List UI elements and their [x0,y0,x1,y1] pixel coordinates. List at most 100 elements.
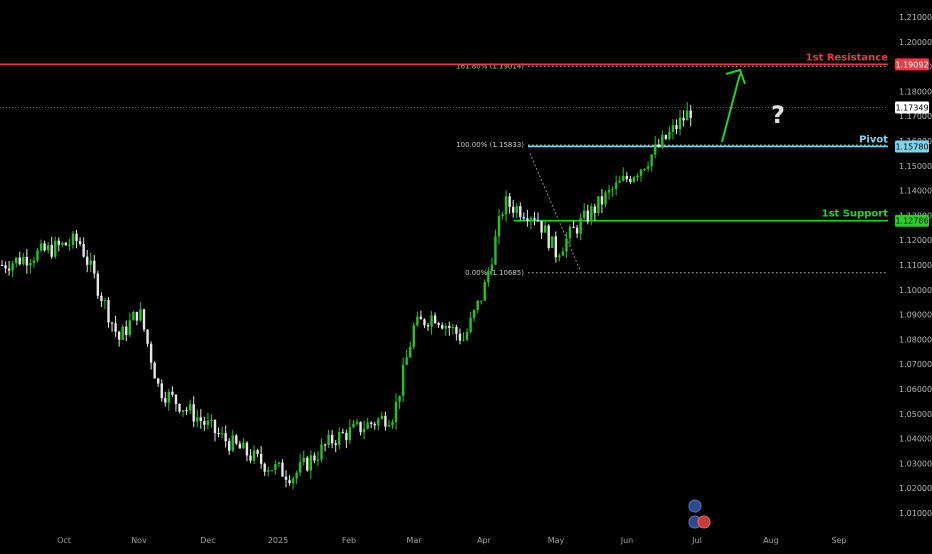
candle-body [352,423,355,428]
candle-body [490,264,494,271]
candle-body [419,316,423,320]
candle-body [32,260,36,263]
candle-body [646,166,650,169]
candle-body [231,435,234,451]
candle-body [281,462,284,477]
event-marker-icon[interactable] [697,515,711,529]
candle-body [217,433,220,435]
candle-body [249,455,252,461]
candle-body [46,245,50,251]
candle-body [398,395,401,402]
candle-body [188,404,192,411]
price-tick-label: 1.20000 [899,38,932,47]
candle-body [334,443,337,445]
candle-body [167,391,171,403]
time-tick-label: Mar [406,536,422,545]
candle-body [636,175,639,178]
candle-body [494,236,497,265]
candle-body [426,325,430,327]
candle-body [501,214,504,217]
candle-body [345,432,348,441]
candle-body [100,295,103,302]
price-tick-label: 1.21000 [899,13,932,22]
candle-body [622,175,625,181]
candle-body [142,309,146,330]
current-price-tag: 1.17349 [895,104,928,113]
candle-body [579,218,582,234]
level-lines: 1st Resistance Pivot 1st Support [0,52,888,222]
candle-body [103,300,107,302]
candle-body [43,243,46,251]
candle-body [437,323,440,326]
candle-body [575,227,579,234]
candle-body [590,206,593,222]
candle-body [7,268,11,271]
candle-body [547,225,550,248]
price-tick-label: 1.12000 [899,236,932,245]
time-axis[interactable]: Oct Nov Dec 2025 Feb Mar Apr May Jun Jul Aug Sep [57,536,846,545]
price-tick-label: 1.06000 [899,385,932,394]
candle-body [366,422,369,430]
event-marker-icon[interactable] [688,499,702,513]
candle-body [18,257,21,265]
candle-body [689,110,692,118]
projection-arrowhead [725,68,746,85]
candle-body [125,326,128,336]
candle-body [554,236,557,258]
candle-body [50,245,53,257]
time-tick-label: Jun [620,536,634,545]
candle-body [306,457,309,471]
annotations: ? [688,68,785,529]
candle-body [504,196,508,215]
candle-body [341,431,344,433]
candle-body [146,329,149,344]
support-price-tag-bg [895,214,929,227]
candle-body [359,421,362,433]
time-tick-label: Nov [131,536,147,545]
candle-body [654,144,657,155]
candle-body [497,216,501,237]
candle-body [78,241,82,244]
candle-body [682,117,685,121]
current-price-tag-bg [895,101,929,114]
price-tick-label: 1.08000 [899,335,932,344]
candle-body [629,178,632,182]
candle-body [487,270,490,283]
candle-body [128,320,131,336]
price-tick-label: 1.09000 [899,311,932,320]
candle-body [181,410,185,412]
candle-body [543,225,547,233]
candle-body [483,282,486,301]
candle-body [117,331,121,340]
candle-body [508,196,511,207]
candle-body [157,378,160,384]
candle-body [625,175,628,179]
candle-body [199,417,202,422]
candle-body [327,434,330,446]
price-axis[interactable]: 1.210001.200001.190001.180001.170001.160… [899,13,932,518]
candle-body [291,478,295,484]
candle-body [568,226,572,239]
candle-body [664,135,668,139]
candle-body [586,210,589,222]
time-tick-label: Feb [342,536,356,545]
candle-body [384,415,387,427]
candle-body [313,455,316,461]
candle-body [441,325,444,329]
candlesticks [0,101,692,490]
candle-body [96,273,100,296]
candle-body [263,463,266,472]
candle-body [220,433,224,435]
candle-body [64,242,68,246]
candle-body [561,251,565,256]
candle-body [245,442,249,456]
candle-body [15,257,18,264]
candle-body [600,196,604,205]
candle-body [476,300,479,310]
candle-body [529,218,533,222]
candle-body [22,257,25,265]
candle-body [149,343,153,363]
candle-body [444,325,447,329]
